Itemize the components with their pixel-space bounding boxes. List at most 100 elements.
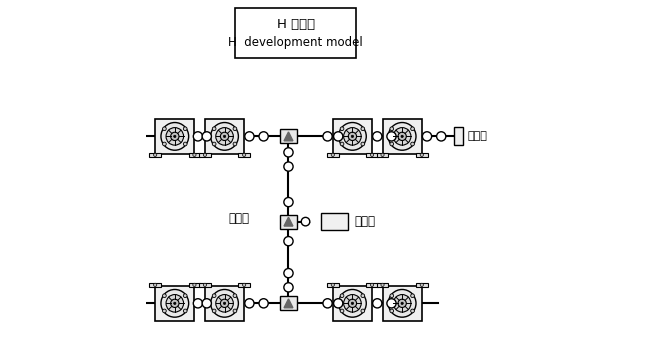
Bar xyxy=(238,282,250,287)
Circle shape xyxy=(203,283,207,286)
Circle shape xyxy=(161,122,189,150)
Bar xyxy=(189,282,200,287)
Circle shape xyxy=(340,127,344,131)
Circle shape xyxy=(174,135,176,137)
Circle shape xyxy=(388,290,416,317)
Circle shape xyxy=(161,290,189,317)
Bar xyxy=(382,286,422,321)
Circle shape xyxy=(301,217,310,226)
Polygon shape xyxy=(284,299,293,308)
Circle shape xyxy=(242,153,246,156)
Text: H  development model: H development model xyxy=(228,36,363,49)
Circle shape xyxy=(154,153,157,156)
Circle shape xyxy=(163,294,167,297)
Circle shape xyxy=(166,295,183,312)
Bar xyxy=(155,119,194,154)
Circle shape xyxy=(284,198,293,207)
Circle shape xyxy=(343,127,361,145)
Circle shape xyxy=(361,309,365,313)
Bar xyxy=(327,282,338,287)
Circle shape xyxy=(163,127,167,131)
Bar xyxy=(199,282,211,287)
Circle shape xyxy=(351,302,354,305)
Bar xyxy=(321,213,348,230)
Bar xyxy=(382,119,422,154)
Circle shape xyxy=(183,127,187,131)
Circle shape xyxy=(213,309,216,313)
Circle shape xyxy=(163,142,167,146)
Circle shape xyxy=(170,132,179,141)
Circle shape xyxy=(340,309,344,313)
Circle shape xyxy=(351,135,354,137)
Circle shape xyxy=(284,237,293,246)
Circle shape xyxy=(183,294,187,297)
Circle shape xyxy=(338,122,366,150)
Circle shape xyxy=(193,299,203,308)
Circle shape xyxy=(259,132,268,141)
Circle shape xyxy=(154,283,157,286)
Circle shape xyxy=(245,132,254,141)
Bar xyxy=(333,119,372,154)
Circle shape xyxy=(420,153,423,156)
Circle shape xyxy=(411,309,414,313)
Bar xyxy=(199,153,211,157)
Circle shape xyxy=(233,127,237,131)
Text: H 发展型: H 发展型 xyxy=(277,18,315,31)
Bar xyxy=(150,282,161,287)
Circle shape xyxy=(245,299,254,308)
Circle shape xyxy=(387,132,396,141)
Bar xyxy=(155,286,194,321)
Circle shape xyxy=(213,127,216,131)
Circle shape xyxy=(334,299,343,308)
Bar xyxy=(150,153,161,157)
Circle shape xyxy=(193,153,196,156)
Circle shape xyxy=(393,295,411,312)
Circle shape xyxy=(331,283,334,286)
Circle shape xyxy=(213,294,216,297)
Circle shape xyxy=(224,135,226,137)
Bar xyxy=(366,282,378,287)
Circle shape xyxy=(390,309,393,313)
Bar xyxy=(376,282,388,287)
Circle shape xyxy=(422,132,432,141)
Circle shape xyxy=(348,299,356,308)
Circle shape xyxy=(284,162,293,171)
Circle shape xyxy=(163,309,167,313)
Polygon shape xyxy=(284,217,293,226)
Circle shape xyxy=(233,142,237,146)
Bar xyxy=(279,129,297,144)
Circle shape xyxy=(398,132,406,141)
Bar xyxy=(416,153,428,157)
Bar xyxy=(279,214,297,229)
Circle shape xyxy=(381,153,384,156)
Circle shape xyxy=(284,148,293,157)
Circle shape xyxy=(216,127,233,145)
FancyBboxPatch shape xyxy=(235,9,356,58)
Circle shape xyxy=(420,283,423,286)
Circle shape xyxy=(323,299,332,308)
Polygon shape xyxy=(284,132,293,141)
Circle shape xyxy=(373,132,382,141)
Text: 计数器: 计数器 xyxy=(468,131,488,141)
Circle shape xyxy=(220,299,229,308)
Bar xyxy=(366,153,378,157)
Circle shape xyxy=(343,295,361,312)
Circle shape xyxy=(411,294,414,297)
Circle shape xyxy=(211,290,238,317)
Circle shape xyxy=(390,127,393,131)
Circle shape xyxy=(390,294,393,297)
Circle shape xyxy=(388,122,416,150)
Circle shape xyxy=(401,135,403,137)
Circle shape xyxy=(340,294,344,297)
Circle shape xyxy=(331,153,334,156)
Circle shape xyxy=(220,132,229,141)
Circle shape xyxy=(393,127,411,145)
Circle shape xyxy=(233,309,237,313)
Circle shape xyxy=(170,299,179,308)
Circle shape xyxy=(371,283,374,286)
Circle shape xyxy=(213,142,216,146)
Circle shape xyxy=(259,299,268,308)
Bar xyxy=(205,119,244,154)
Circle shape xyxy=(242,283,246,286)
Circle shape xyxy=(348,132,356,141)
